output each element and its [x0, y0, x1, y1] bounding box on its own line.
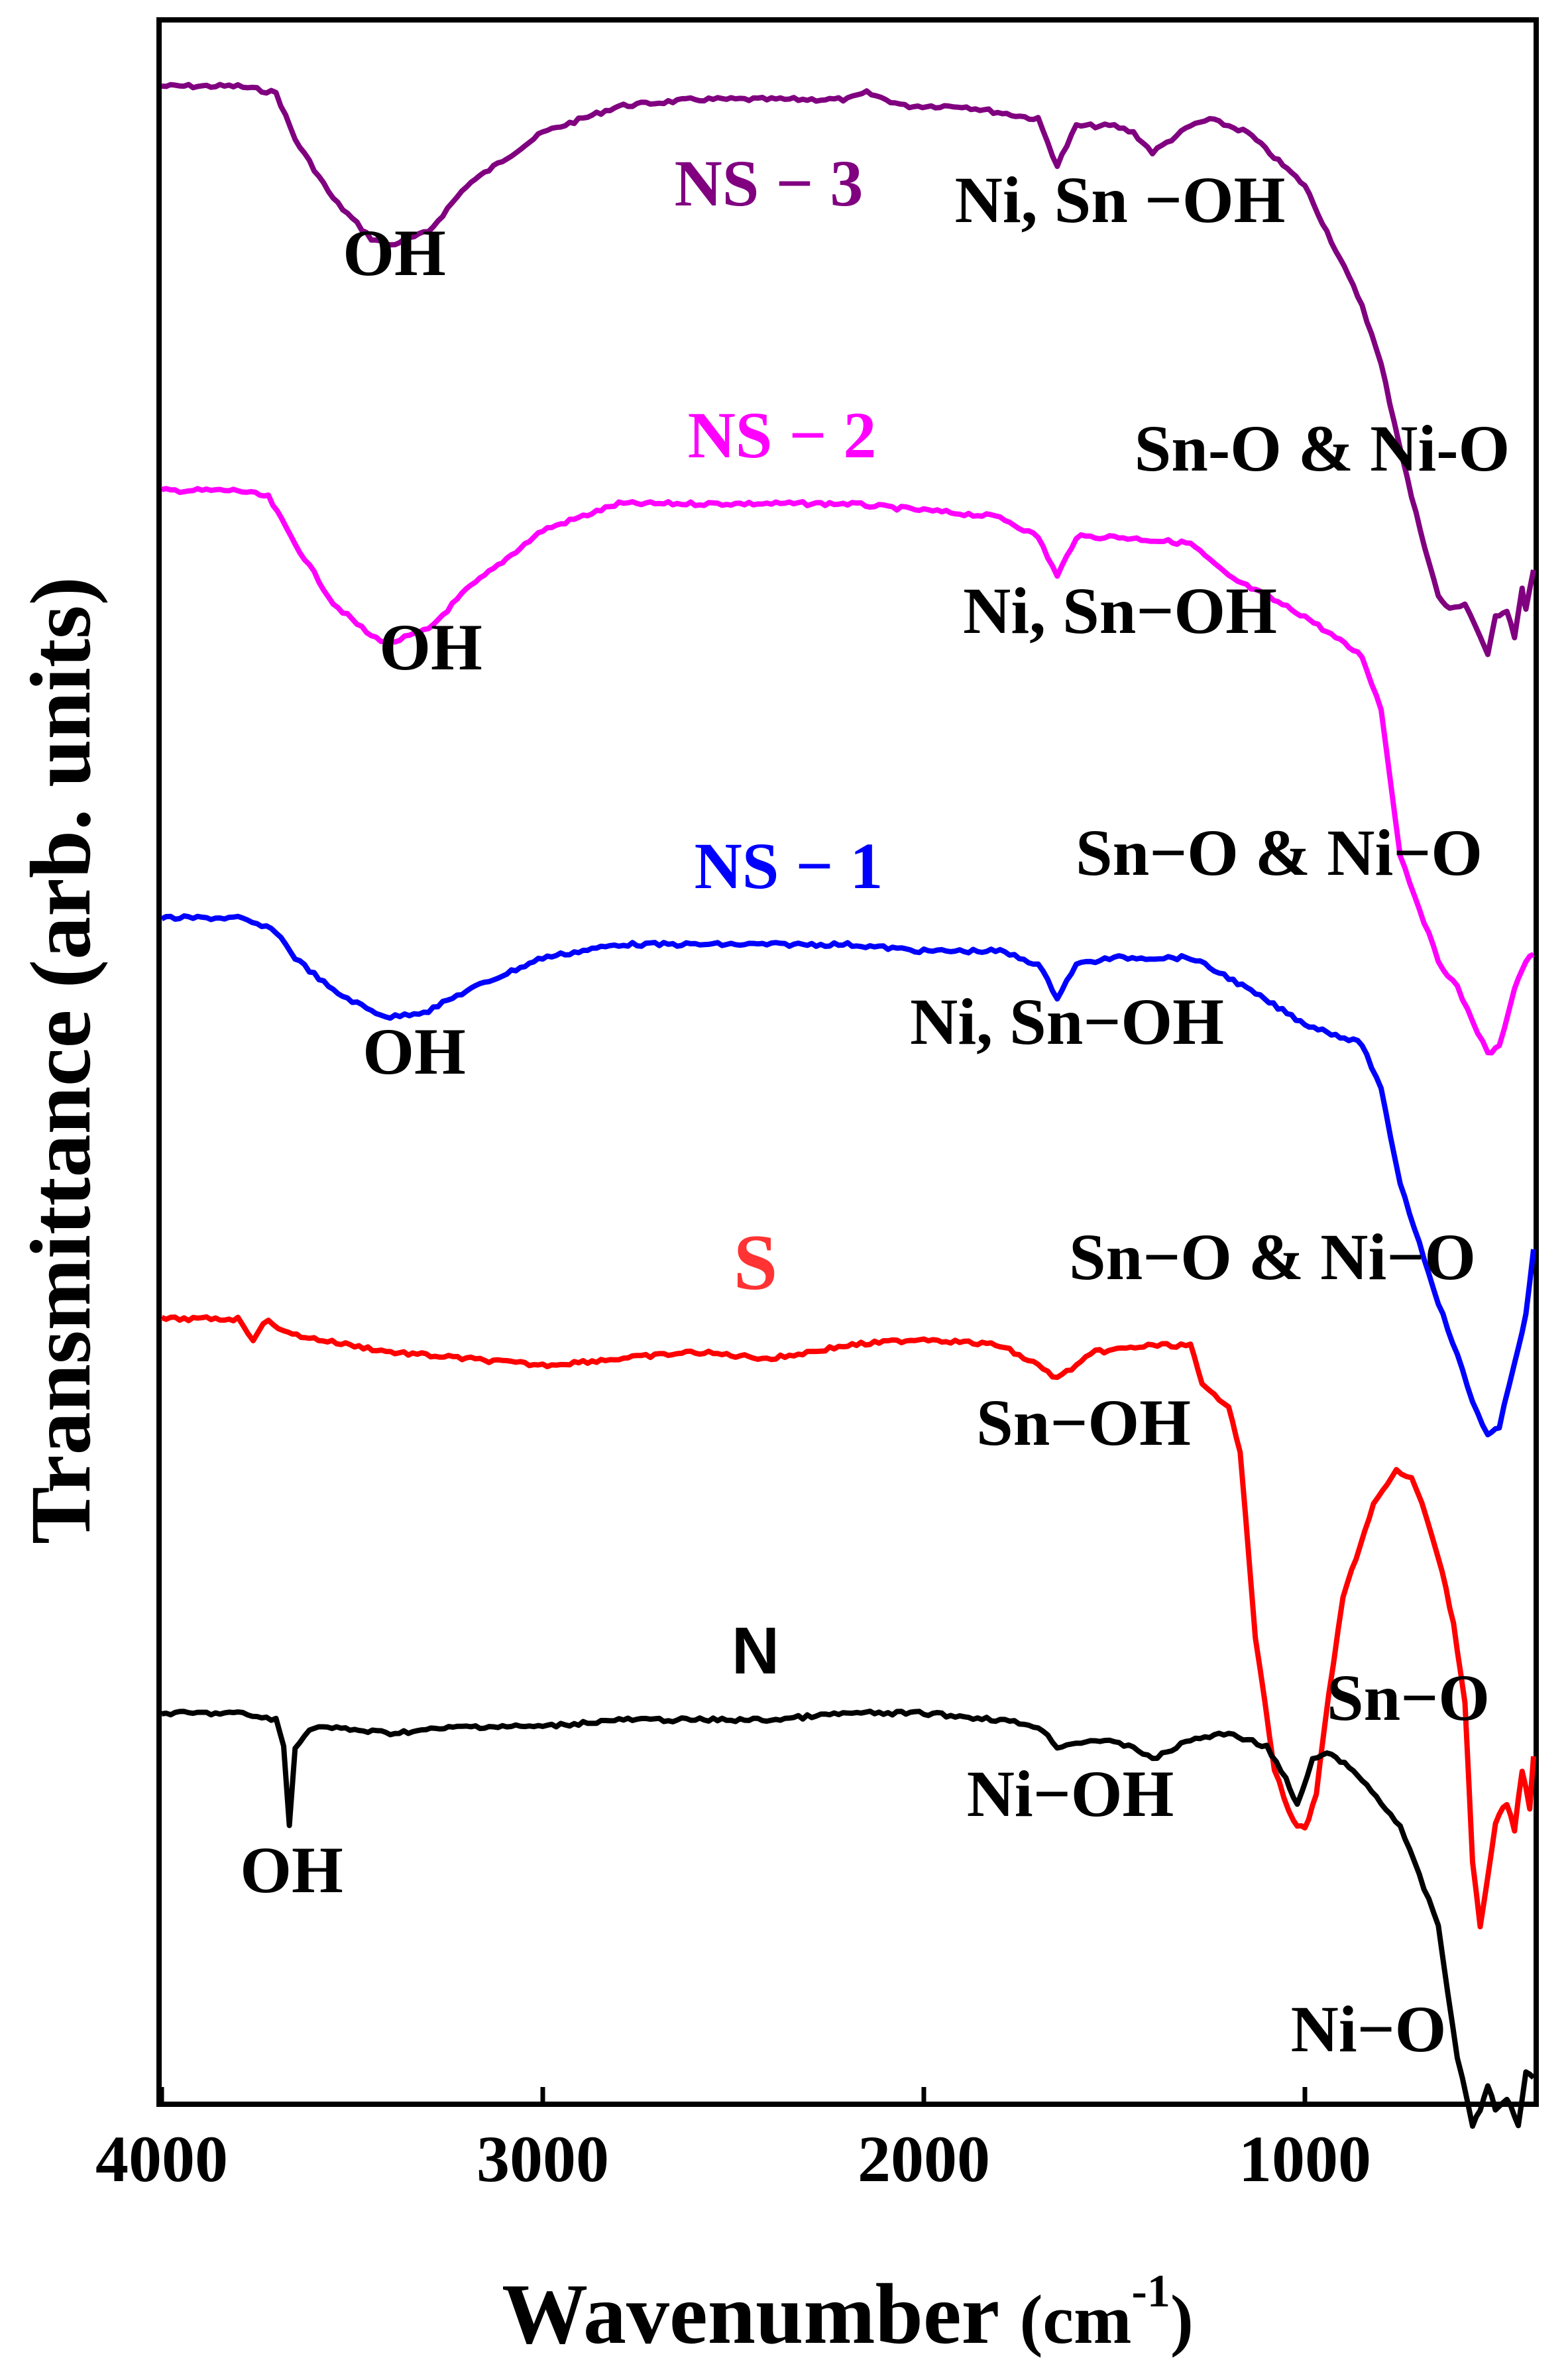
series-label-s: S [734, 1218, 778, 1306]
annotation-s-sno: Sn−O [1327, 1661, 1490, 1734]
x-tick-label-3000: 3000 [476, 2122, 609, 2196]
x-ticks [159, 2087, 1308, 2104]
series-line-2 [160, 913, 1536, 1438]
annotation-ns2-oh: OH [379, 610, 482, 684]
series-line-4 [161, 1709, 1536, 2129]
annotation-s-snoh: Sn−OH [976, 1386, 1191, 1459]
x-tick-label-1000: 1000 [1239, 2122, 1371, 2196]
annotation-ns3-oh: OH [343, 216, 446, 290]
series-line-0 [161, 82, 1536, 657]
annotation-ns3-sno-nio: Sn-O & Ni-O [1135, 412, 1510, 485]
series-line-3 [160, 1314, 1536, 1930]
annotation-ns3-nisnoh: Ni, Sn −OH [955, 163, 1286, 237]
x-axis-label-main: Wavenumber [502, 2267, 1019, 2362]
x-axis-label-superscript: -1 [1132, 2266, 1170, 2317]
y-axis-label: Transmittance (arb. units) [13, 577, 109, 1544]
series-label-ns1: NS − 1 [695, 829, 883, 903]
series-lines [160, 82, 1536, 2129]
annotation-ns2-nisnoh: Ni, Sn−OH [963, 574, 1277, 648]
series-line-1 [161, 486, 1535, 1056]
series-label-n: N [732, 1614, 779, 1688]
plot-frame [156, 17, 1539, 2107]
annotation-ns1-sno-nio: Sn−O & Ni−O [1069, 1220, 1476, 1294]
annotation-ns1-oh: OH [363, 1015, 466, 1088]
annotation-ns2-sno-nio: Sn−O & Ni−O [1076, 816, 1483, 889]
annotation-n-oh: OH [240, 1833, 343, 1907]
annotation-n-nio: Ni−O [1291, 1992, 1447, 2066]
series-label-ns3: NS − 3 [675, 146, 864, 220]
x-tick-labels: 4000 3000 2000 1000 [95, 2122, 1371, 2196]
x-tick-label-2000: 2000 [858, 2122, 990, 2196]
x-axis-label-unit-close: ) [1170, 2281, 1194, 2358]
annotation-n-nioh: Ni−OH [967, 1757, 1174, 1831]
annotation-ns1-nisnoh: Ni, Sn−OH [910, 985, 1224, 1058]
series-label-ns2: NS − 2 [688, 398, 877, 472]
x-axis-label: Wavenumber (cm-1) [502, 2266, 1194, 2362]
x-axis-label-unit: (cm [1019, 2281, 1131, 2358]
x-tick-label-4000: 4000 [95, 2122, 228, 2196]
